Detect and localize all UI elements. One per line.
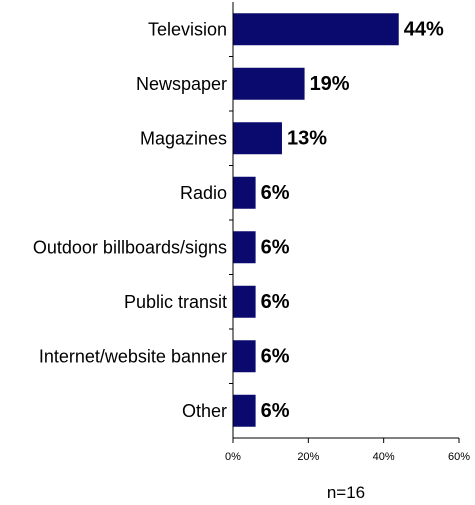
category-label: Newspaper <box>136 74 227 94</box>
x-tick-label: 40% <box>373 451 395 463</box>
x-ticks-group: 0% 20% 40% 60% <box>225 438 470 463</box>
x-tick-label: 0% <box>225 451 241 463</box>
value-labels-group: 44% 19% 13% 6% 6% 6% 6% 6% <box>261 18 444 422</box>
value-label: 13% <box>287 127 327 149</box>
value-label: 44% <box>404 18 444 40</box>
category-label: Internet/website banner <box>39 346 227 366</box>
value-label: 6% <box>261 400 290 422</box>
bar-2 <box>233 122 282 155</box>
bar-3 <box>233 176 256 209</box>
bar-7 <box>233 394 256 427</box>
category-labels-group: Television Newspaper Magazines Radio Outdoor… <box>33 19 233 421</box>
bar-6 <box>233 340 256 373</box>
value-label: 6% <box>261 182 290 204</box>
bar-0 <box>233 13 399 46</box>
value-label: 6% <box>261 345 290 367</box>
category-label: Television <box>148 19 227 39</box>
value-label: 6% <box>261 291 290 313</box>
bars-group <box>233 13 399 427</box>
value-label: 19% <box>310 73 350 95</box>
sample-size-note: n=16 <box>327 483 365 502</box>
x-tick-label: 60% <box>448 451 470 463</box>
x-tick-label: 20% <box>297 451 319 463</box>
bar-5 <box>233 285 256 318</box>
category-label: Radio <box>180 183 227 203</box>
category-label: Magazines <box>140 128 227 148</box>
bar-1 <box>233 67 305 100</box>
category-label: Other <box>182 401 227 421</box>
value-label: 6% <box>261 236 290 258</box>
bar-4 <box>233 231 256 264</box>
category-label: Outdoor billboards/signs <box>33 237 227 257</box>
category-label: Public transit <box>124 292 227 312</box>
